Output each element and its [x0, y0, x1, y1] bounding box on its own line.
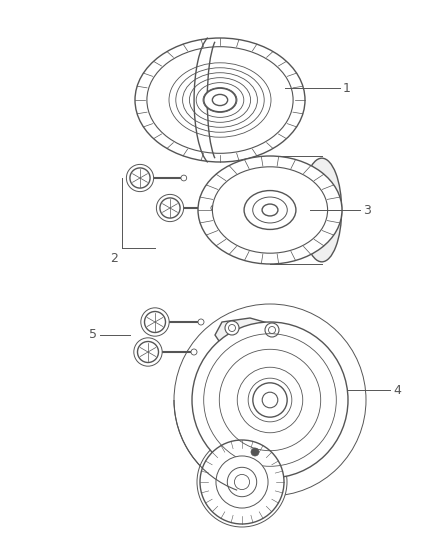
Circle shape — [198, 319, 204, 325]
Circle shape — [234, 474, 250, 489]
Circle shape — [229, 325, 236, 332]
Ellipse shape — [253, 197, 287, 223]
Circle shape — [138, 342, 159, 362]
Text: 2: 2 — [110, 252, 118, 265]
Polygon shape — [240, 447, 264, 487]
Circle shape — [265, 323, 279, 337]
Polygon shape — [215, 318, 285, 362]
Circle shape — [262, 392, 278, 408]
Ellipse shape — [204, 88, 236, 112]
Circle shape — [156, 195, 184, 222]
Circle shape — [225, 321, 239, 335]
Circle shape — [253, 383, 287, 417]
Circle shape — [127, 164, 154, 191]
Text: 3: 3 — [363, 204, 371, 216]
Ellipse shape — [198, 156, 342, 264]
Circle shape — [227, 467, 257, 497]
Ellipse shape — [212, 94, 228, 106]
Circle shape — [211, 205, 217, 211]
Text: 5: 5 — [89, 328, 97, 342]
Circle shape — [268, 327, 276, 334]
Circle shape — [130, 168, 150, 188]
Ellipse shape — [135, 38, 305, 162]
Circle shape — [174, 304, 366, 496]
Circle shape — [145, 311, 166, 333]
Ellipse shape — [147, 47, 293, 154]
Circle shape — [181, 175, 187, 181]
Ellipse shape — [212, 167, 328, 253]
Circle shape — [197, 437, 287, 527]
Circle shape — [160, 198, 180, 218]
Circle shape — [134, 338, 162, 366]
Circle shape — [141, 308, 169, 336]
Ellipse shape — [262, 204, 278, 216]
Ellipse shape — [244, 191, 296, 229]
Circle shape — [251, 448, 259, 456]
Circle shape — [191, 349, 197, 355]
Text: 4: 4 — [393, 384, 401, 397]
Circle shape — [200, 440, 284, 524]
Text: 1: 1 — [343, 82, 351, 94]
Ellipse shape — [302, 158, 342, 262]
Circle shape — [192, 322, 348, 478]
Circle shape — [216, 456, 268, 508]
